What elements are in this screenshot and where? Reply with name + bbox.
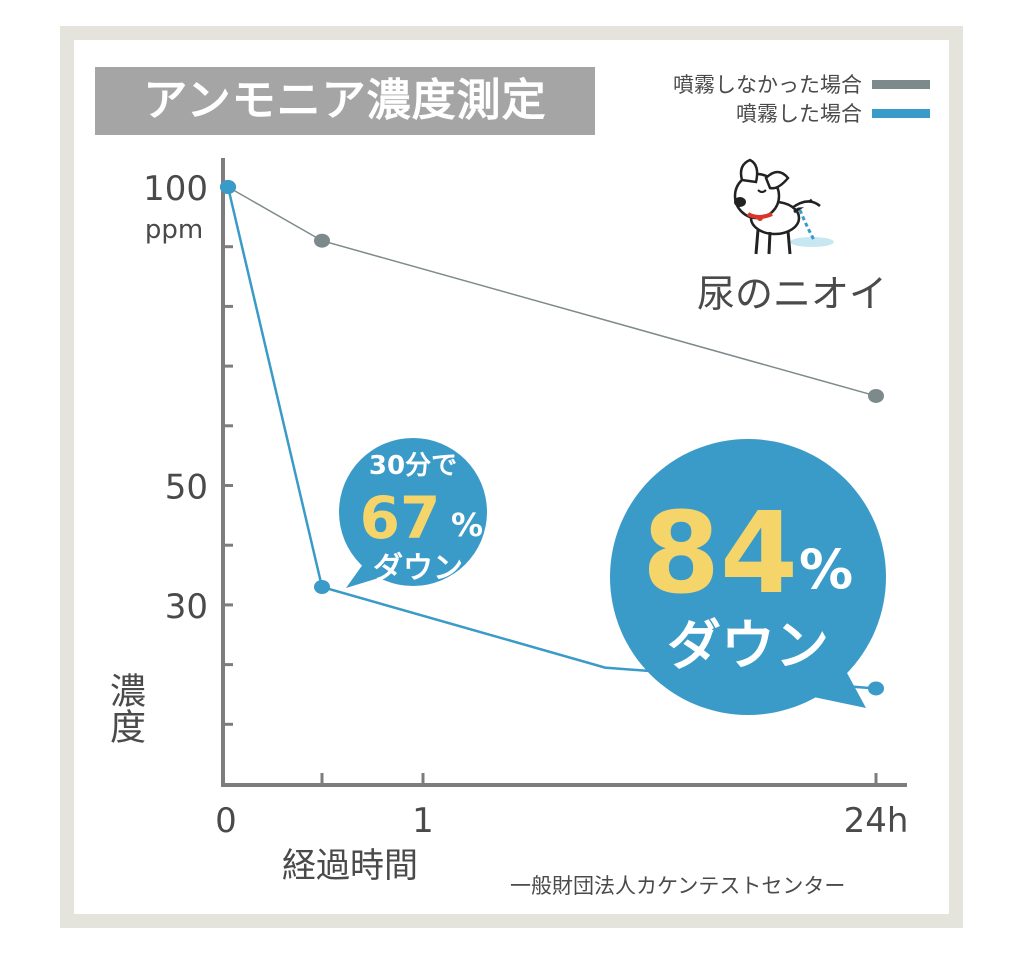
bubble-large-number: 84: [642, 489, 798, 619]
y-axis-label: 濃度: [102, 672, 146, 744]
bubble-small-top-text: 30分で: [369, 451, 457, 481]
source-credit: 一般財団法人カケンテストセンター: [510, 874, 846, 898]
dog-illustration: [733, 158, 834, 255]
chart-title: アンモニア濃度測定: [143, 75, 547, 126]
y-tick-label: 30: [165, 587, 208, 627]
bubble-small-percent: %: [451, 506, 483, 544]
legend-swatch-sprayed: [872, 108, 930, 118]
legend-item-sprayed: 噴霧した場合: [736, 101, 930, 126]
y-tick-label: 100: [143, 169, 208, 209]
bubble-small-bottom-text: ダウン: [373, 551, 463, 586]
bubble-small: [339, 438, 487, 586]
data-point: [868, 681, 884, 696]
legend-swatch-unsprayed: [872, 79, 930, 89]
x-tick-label: 0: [215, 801, 237, 841]
y-tick-label: 50: [165, 468, 208, 508]
illustration-caption: 尿のニオイ: [697, 272, 888, 316]
bubble-large-bottom-text: ダウン: [667, 614, 829, 677]
data-point: [868, 388, 884, 403]
bubble-large: [610, 439, 886, 715]
title-background: [95, 67, 595, 135]
legend-label-sprayed: 噴霧した場合: [736, 102, 862, 126]
bubble-large-percent: %: [799, 538, 853, 601]
x-axis-label: 経過時間: [282, 846, 418, 886]
bubble-small-number: 67: [360, 484, 441, 552]
y-unit-label: ppm: [145, 215, 203, 245]
x-tick-label: 24h: [844, 801, 909, 841]
x-tick-label: 1: [412, 801, 434, 841]
bubble-small-tail: [346, 560, 392, 588]
legend-label-unsprayed: 噴霧しなかった場合: [673, 73, 862, 97]
data-point: [314, 579, 330, 594]
data-point: [314, 233, 330, 248]
y-axis-label-text: 濃度: [104, 672, 145, 744]
data-point: [220, 180, 236, 194]
legend-item-unsprayed: 噴霧しなかった場合: [673, 72, 930, 97]
